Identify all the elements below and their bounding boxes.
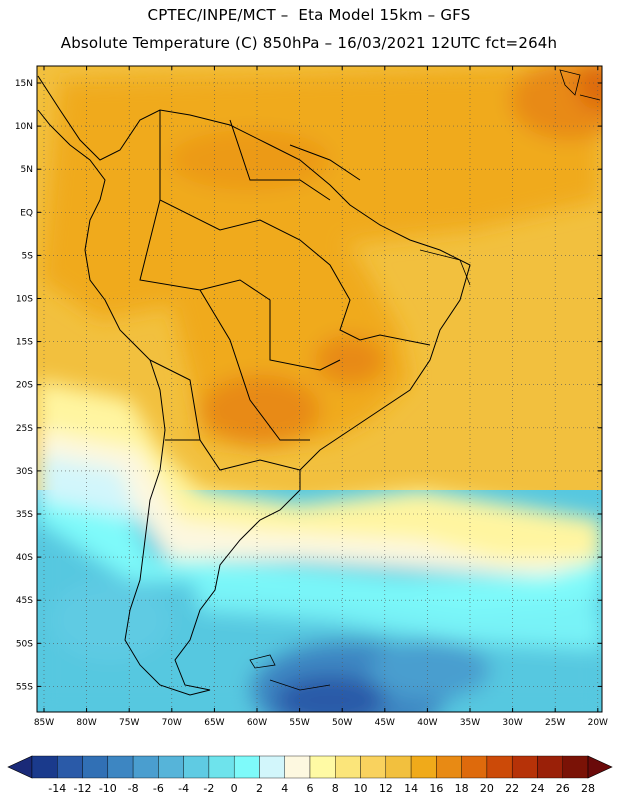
legend-label: 4 <box>281 782 288 795</box>
legend-swatch <box>132 755 159 779</box>
legend-swatch <box>360 755 387 779</box>
lat-label: 5N <box>21 165 33 175</box>
legend-swatch <box>511 755 538 779</box>
legend-label: 24 <box>530 782 544 795</box>
longitude-labels: 85W 80W 75W 70W 65W 60W 55W 50W 45W 40W 35W 30W 25W 2… <box>34 718 608 728</box>
legend-label: -10 <box>99 782 117 795</box>
legend-label: 20 <box>480 782 494 795</box>
legend-label: 18 <box>455 782 469 795</box>
lon-label: 85W <box>34 718 54 728</box>
legend-label: 22 <box>505 782 519 795</box>
legend-label: -4 <box>178 782 189 795</box>
legend-label: 6 <box>307 782 314 795</box>
lon-label: 70W <box>162 718 182 728</box>
latitude-labels: 15N 10N 5N EQ 5S 10S 15S 20S 25S 30S 35S 40S 45S 50S 5… <box>15 79 33 692</box>
legend-label: 28 <box>581 782 595 795</box>
color-scale-legend: -14 -12 -10 -8 -6 -4 -2 0 2 4 6 8 10 12 14 16 18 20 22 24 26… <box>7 755 613 795</box>
temperature-field <box>37 66 602 712</box>
legend-label: -2 <box>203 782 214 795</box>
lat-label: 55S <box>16 682 33 692</box>
legend-swatch <box>309 755 336 779</box>
temperature-map: 15N 10N 5N EQ 5S 10S 15S 20S 25S 30S 35S 40S 45S 50S 5… <box>15 65 608 728</box>
continent-outline <box>37 69 601 696</box>
lat-label: 40S <box>16 553 33 563</box>
legend-swatch <box>57 755 83 779</box>
legend-label: 12 <box>379 782 393 795</box>
lat-label: 25S <box>16 424 33 434</box>
legend-label: -6 <box>153 782 164 795</box>
legend-label: 14 <box>404 782 418 795</box>
lon-label: 30W <box>502 718 522 728</box>
legend-swatch <box>107 755 134 779</box>
legend-swatch <box>562 755 589 779</box>
lon-label: 65W <box>204 718 224 728</box>
lat-label: EQ <box>20 208 33 218</box>
legend-arrow-high <box>587 755 613 779</box>
map-frame <box>36 65 603 713</box>
lat-label: 50S <box>16 639 33 649</box>
lat-label: 10S <box>16 295 33 305</box>
legend-label: -8 <box>128 782 139 795</box>
legend-label: 8 <box>332 782 339 795</box>
legend-swatch <box>335 755 361 779</box>
lon-label: 40W <box>417 718 437 728</box>
legend-swatch <box>82 755 109 779</box>
lat-label: 15N <box>15 79 33 89</box>
legend-label: -14 <box>48 782 66 795</box>
lat-label: 20S <box>16 381 33 391</box>
legend-label: 26 <box>556 782 570 795</box>
legend-label: -12 <box>74 782 92 795</box>
legend-swatch <box>486 755 513 779</box>
legend-label: 16 <box>429 782 443 795</box>
lon-label: 35W <box>460 718 480 728</box>
legend-swatch <box>537 755 563 779</box>
lon-label: 45W <box>375 718 395 728</box>
lon-label: 80W <box>76 718 96 728</box>
legend-swatch <box>208 755 235 779</box>
lat-label: 15S <box>16 338 33 348</box>
lon-label: 50W <box>332 718 352 728</box>
legend-arrow-low <box>7 755 33 779</box>
legend-swatch <box>436 755 462 779</box>
lat-label: 30S <box>16 467 33 477</box>
map-title-line1: CPTEC/INPE/MCT – Eta Model 15km – GFS <box>147 6 471 24</box>
legend-label: 10 <box>354 782 368 795</box>
legend-swatch <box>31 755 58 779</box>
lat-label: 10N <box>15 122 33 132</box>
lat-label: 45S <box>16 596 33 606</box>
legend-swatch <box>158 755 184 779</box>
axis-ticks <box>37 66 602 712</box>
legend-swatch <box>183 755 210 779</box>
lon-label: 20W <box>588 718 608 728</box>
lat-label: 5S <box>22 251 34 261</box>
lon-label: 55W <box>289 718 309 728</box>
map-title-line2: Absolute Temperature (C) 850hPa – 16/03/… <box>60 34 558 52</box>
legend-label: 0 <box>231 782 238 795</box>
legend-swatch <box>385 755 412 779</box>
legend-swatch <box>233 755 260 779</box>
lon-label: 60W <box>247 718 267 728</box>
lon-label: 75W <box>119 718 139 728</box>
lat-label: 35S <box>16 510 33 520</box>
legend-swatch <box>259 755 285 779</box>
lon-label: 25W <box>545 718 565 728</box>
legend-label: 2 <box>256 782 263 795</box>
legend-swatch <box>410 755 437 779</box>
legend-swatch <box>461 755 488 779</box>
legend-swatch <box>284 755 311 779</box>
